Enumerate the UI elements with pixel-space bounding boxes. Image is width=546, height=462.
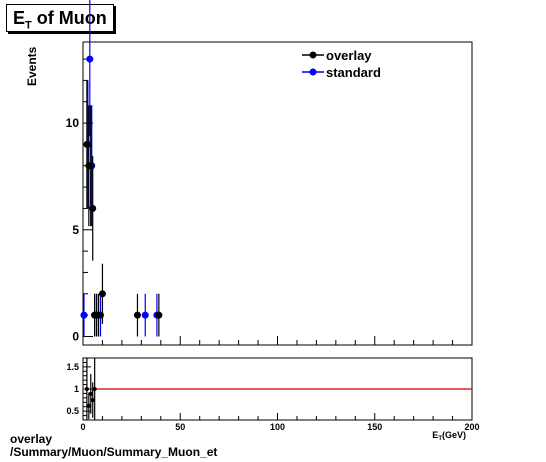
ratio-x-tick-label: 200 [464, 422, 479, 432]
ratio-y-tick-label: 0.5 [66, 406, 79, 416]
ratio-point [84, 387, 89, 391]
main-plot-frame [82, 41, 473, 346]
footer-line-1: overlay [10, 432, 53, 446]
standard-point [141, 311, 149, 319]
ratio-x-tick-label: 150 [367, 422, 382, 432]
overlay-point [98, 290, 106, 298]
legend-marker-standard [309, 68, 317, 76]
y-axis-label: Events [25, 46, 39, 86]
footer-line-2: /Summary/Muon/Summary_Muon_et [10, 445, 218, 459]
overlay-point [89, 204, 97, 212]
overlay-point [133, 311, 141, 319]
main-y-tick-label: 10 [66, 116, 80, 130]
footer: overlay /Summary/Muon/Summary_Muon_et [10, 433, 217, 459]
ratio-point [88, 391, 93, 396]
legend-label-overlay: overlay [326, 48, 372, 63]
overlay-point [95, 311, 103, 319]
ratio-point [86, 403, 91, 408]
x-axis-label: ET(GeV) [432, 430, 466, 442]
ratio-y-tick-label: 1 [74, 384, 79, 394]
ratio-point [90, 398, 95, 403]
ratio-y-tick-label: 1.5 [66, 362, 79, 372]
ratio-x-tick-label: 0 [80, 422, 85, 432]
ratio-x-tick-label: 50 [175, 422, 185, 432]
standard-point [86, 55, 94, 63]
main-y-tick-label: 5 [72, 223, 79, 237]
legend-marker-overlay [309, 51, 317, 59]
ratio-point [92, 387, 97, 391]
ratio-x-tick-label: 100 [270, 422, 285, 432]
overlay-point [155, 311, 163, 319]
standard-point [80, 311, 88, 319]
legend-label-standard: standard [326, 65, 381, 80]
main-y-tick-label: 0 [72, 329, 79, 343]
chart-title: ET of Muon [6, 4, 114, 32]
